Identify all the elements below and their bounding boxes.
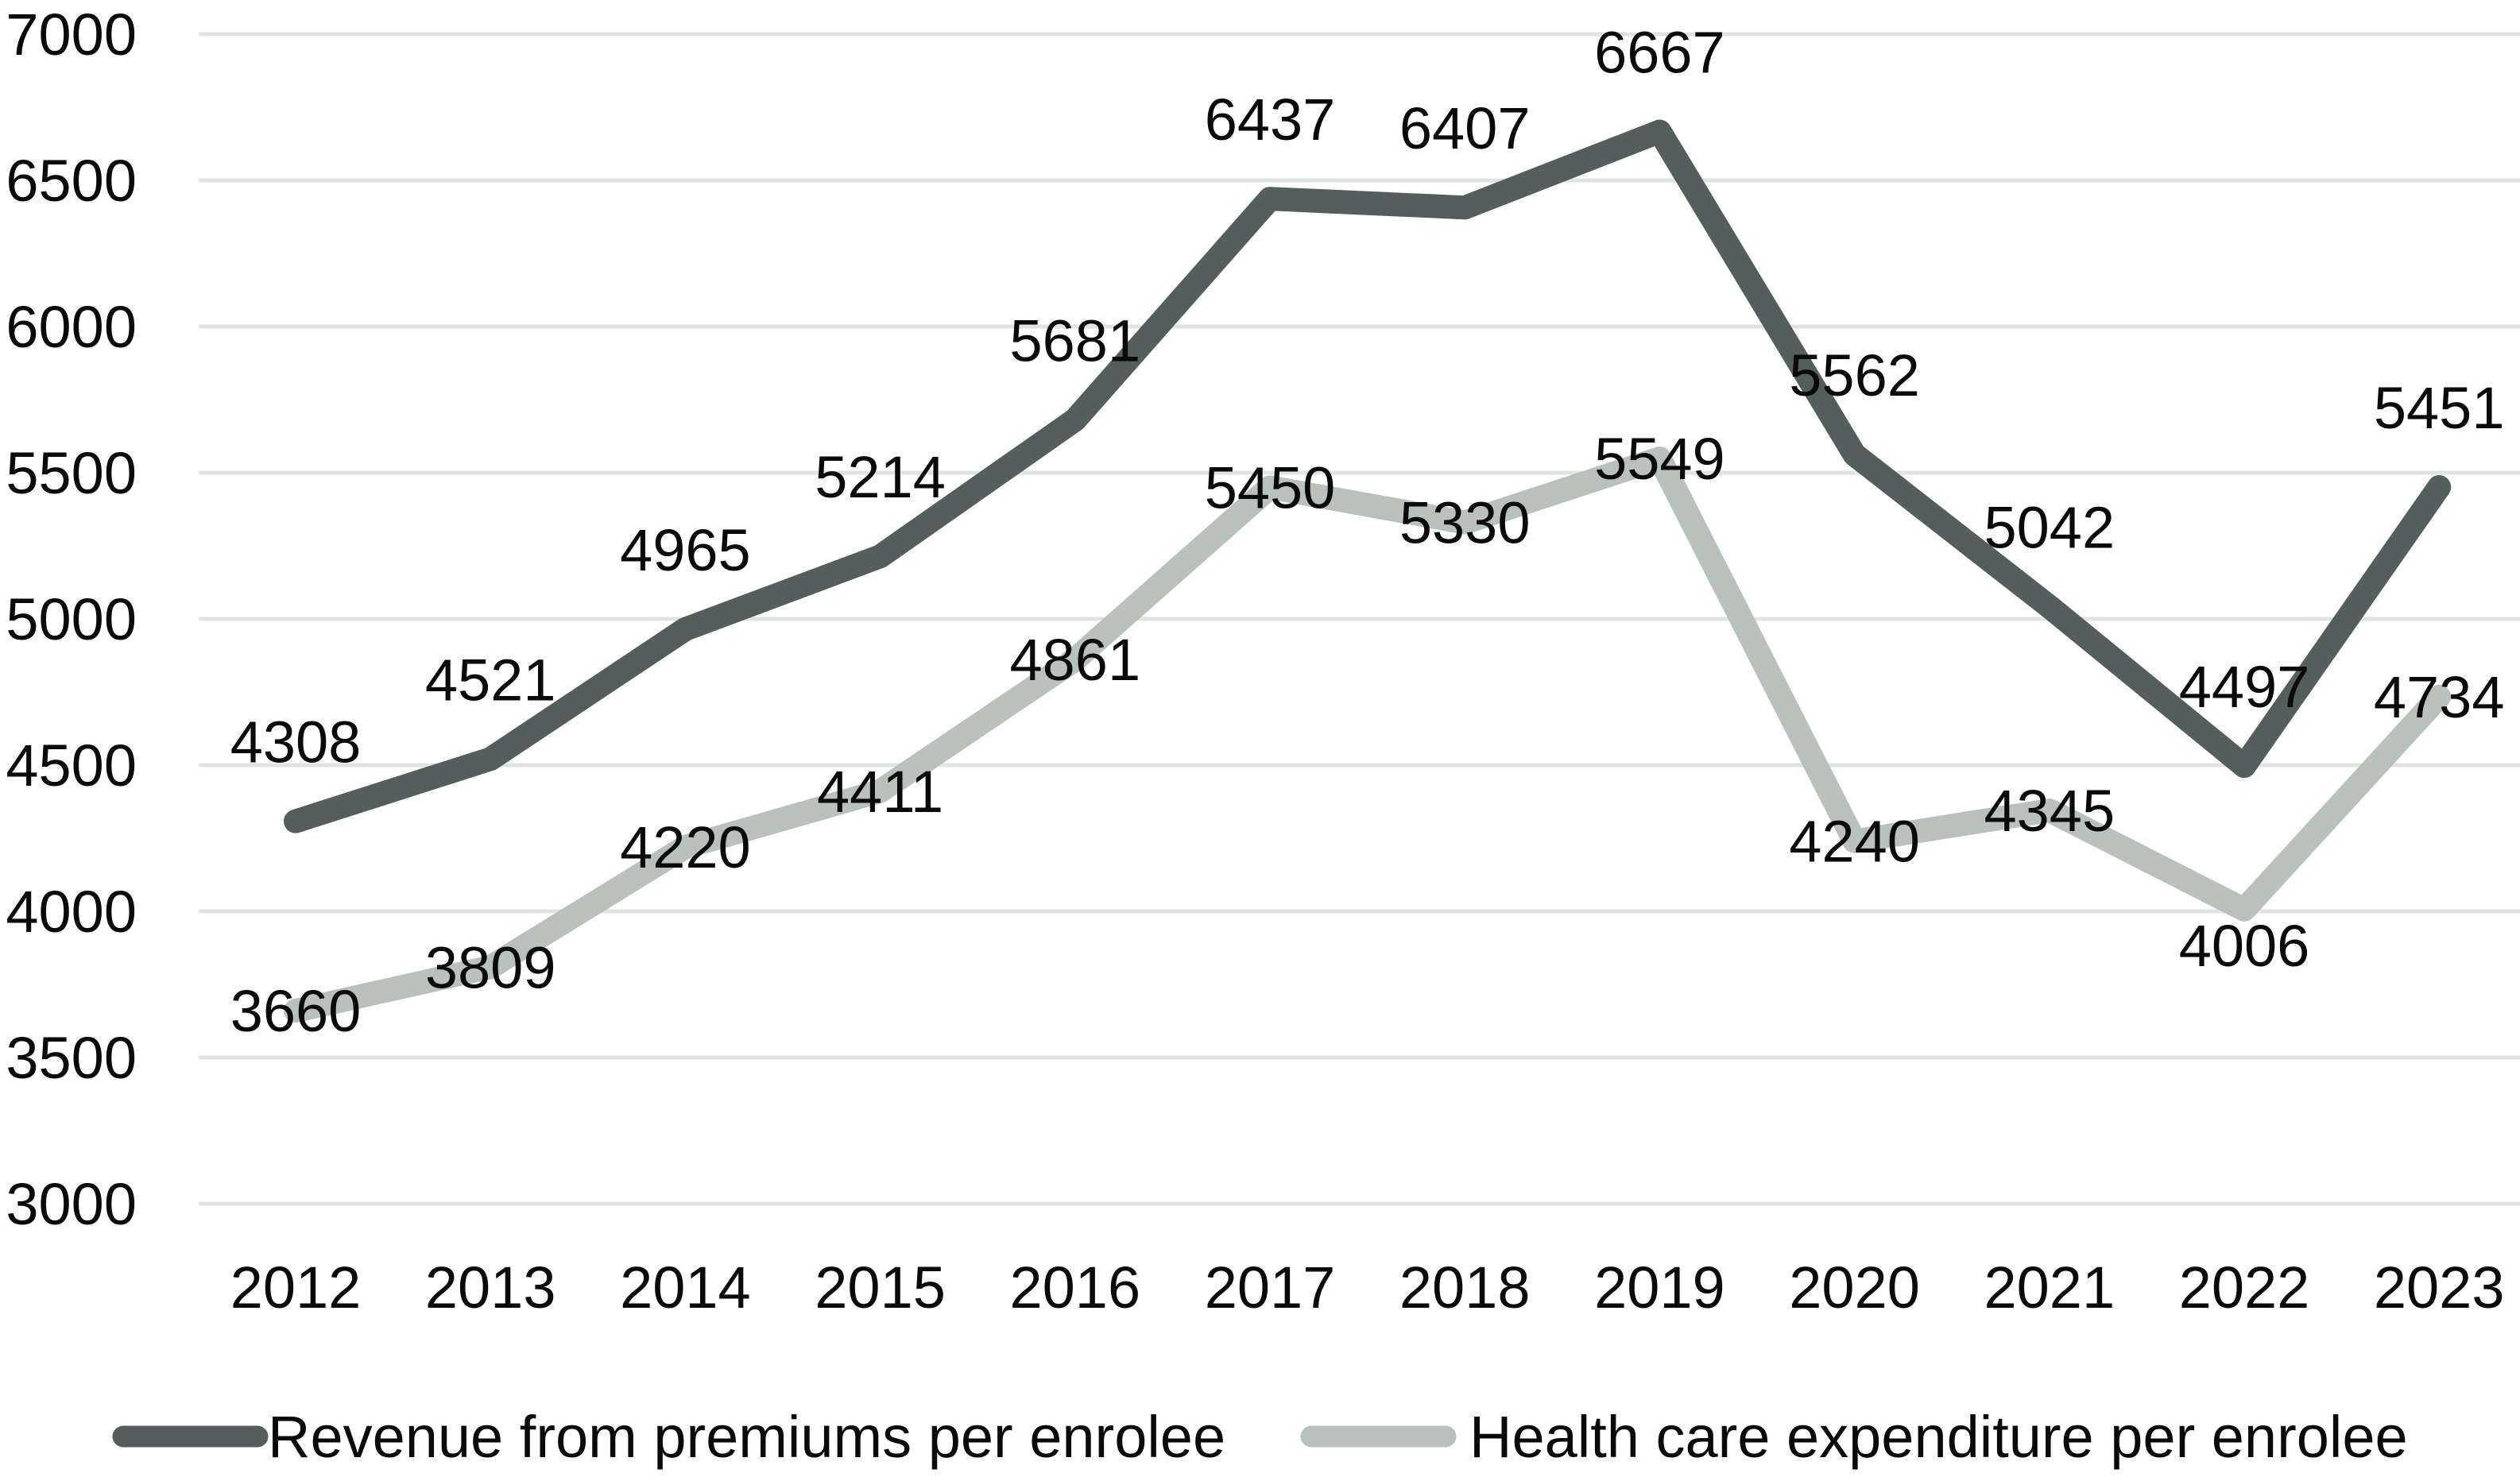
x-tick-label: 2022 [2179,1255,2310,1320]
revenue-data-label: 4497 [2179,654,2310,720]
y-tick-label: 3500 [6,1025,137,1091]
x-axis-labels: 2012 2013 2014 2015 2016 2017 2018 2019 2020 2021… [230,1255,2505,1320]
revenue-series-line [284,119,2452,833]
expenditure-data-label: 4006 [2179,913,2310,979]
revenue-data-label: 6437 [1205,87,1336,153]
x-tick-label: 2015 [815,1255,946,1320]
y-tick-label: 7000 [6,2,137,68]
y-tick-label: 5500 [6,440,137,506]
series-lines [284,119,2452,1023]
revenue-data-label: 6407 [1399,95,1531,161]
y-tick-label: 5000 [6,586,137,652]
revenue-data-label: 4965 [620,517,751,583]
x-tick-label: 2020 [1789,1255,1920,1320]
expenditure-data-label: 4240 [1789,809,1920,875]
legend-label-expenditure: Health care expenditure per enrolee [1469,1404,2408,1470]
legend: Revenue from premiums per enrolee Health… [112,1404,2408,1470]
expenditure-data-label: 3809 [425,934,556,1000]
revenue-data-label: 5681 [1009,307,1140,373]
expenditure-data-label: 4734 [2374,664,2505,730]
revenue-data-label: 5042 [1984,495,2115,561]
revenue-data-label: 6667 [1594,20,1725,86]
expenditure-data-label: 4220 [620,814,751,880]
y-tick-label: 4000 [6,879,137,945]
expenditure-data-label: 5450 [1205,454,1336,520]
expenditure-data-label: 3660 [230,978,362,1044]
x-tick-label: 2012 [230,1255,362,1320]
revenue-data-label: 4308 [230,710,362,775]
data-labels: 4308 4521 4965 5214 5681 6437 6407 6667 5562 5042… [230,20,2505,1045]
y-axis-labels: 3000 3500 4000 4500 5000 5500 6000 6500 7000 [6,2,137,1237]
x-tick-label: 2017 [1205,1255,1336,1320]
x-tick-label: 2016 [1009,1255,1140,1320]
x-tick-label: 2019 [1594,1255,1725,1320]
revenue-data-label: 5451 [2374,375,2505,441]
revenue-data-label: 5562 [1789,342,1920,408]
expenditure-data-label: 4345 [1984,778,2115,844]
revenue-data-label: 5214 [815,444,946,510]
x-tick-label: 2014 [620,1255,751,1320]
expenditure-data-label: 4411 [817,759,943,825]
y-tick-label: 6000 [6,294,137,360]
x-tick-label: 2013 [425,1255,556,1320]
x-tick-label: 2021 [1984,1255,2115,1320]
expenditure-data-label: 4861 [1009,627,1140,693]
legend-label-revenue: Revenue from premiums per enrolee [268,1404,1225,1470]
expenditure-data-label: 5549 [1594,426,1725,492]
y-tick-label: 4500 [6,733,137,798]
x-tick-label: 2018 [1399,1255,1531,1320]
y-tick-label: 3000 [6,1171,137,1237]
y-tick-label: 6500 [6,148,137,214]
expenditure-series-line [284,446,2452,1023]
expenditure-data-label: 5330 [1399,490,1531,556]
x-tick-label: 2023 [2374,1255,2505,1320]
revenue-data-label: 4521 [425,647,556,713]
